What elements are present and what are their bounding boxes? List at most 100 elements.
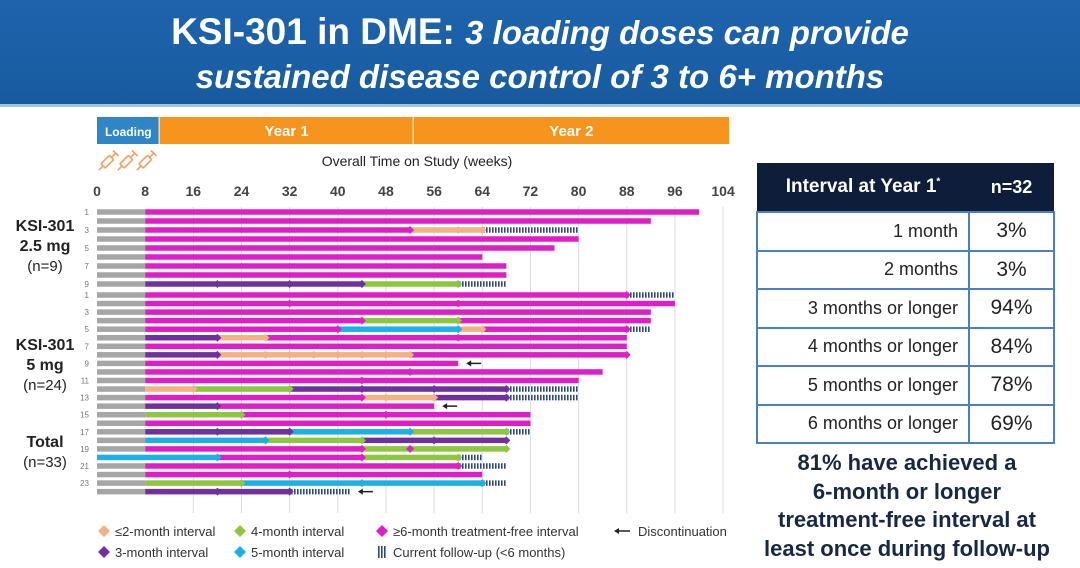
legend-label: Discontinuation: [638, 524, 727, 539]
segment-m4: [361, 454, 459, 461]
group-label: (n=9): [27, 258, 62, 275]
x-tick-label: 80: [571, 183, 587, 199]
dose-diamond-ge6: [454, 333, 463, 342]
syringe-handle: [150, 149, 158, 157]
segment-followup: [626, 292, 675, 298]
segment-loading: [97, 281, 146, 287]
x-tick-label: 32: [282, 183, 298, 199]
row-number: 7: [85, 342, 90, 351]
row-number: 17: [80, 428, 89, 437]
x-tick-label: 0: [93, 183, 101, 199]
segment-followup: [626, 326, 651, 332]
dose-diamond-m5: [213, 453, 222, 462]
syringe-needle: [117, 165, 123, 171]
legend-item: Discontinuation: [614, 524, 727, 539]
chart-row: [97, 410, 531, 419]
syringe-plunger: [148, 152, 155, 159]
row-number: 9: [85, 280, 90, 289]
syringe-needle: [136, 165, 142, 171]
interval-cell: 4 months or longer: [756, 326, 970, 367]
dose-diamond-le2: [261, 333, 270, 342]
group-label: KSI-301: [16, 337, 75, 354]
segment-ge6: [145, 420, 531, 426]
dose-diamond-ge6: [622, 350, 631, 359]
legend-label: 5-month interval: [251, 545, 344, 560]
table-row: 1 month 3%: [756, 211, 1055, 252]
dose-diamond-m3: [285, 280, 294, 288]
segment-ge6: [145, 254, 483, 260]
legend-label: ≥6-month treatment-free interval: [393, 524, 579, 539]
segment-m4: [145, 411, 242, 418]
dose-diamond-ge6: [406, 226, 415, 234]
syringe-plunger: [110, 152, 117, 159]
segment-le2: [410, 227, 483, 233]
chart-row: [97, 291, 675, 299]
segment-ge6: [145, 263, 507, 269]
chart-row: [97, 367, 603, 376]
segment-ge6: [145, 236, 579, 242]
chart-row: [97, 453, 483, 462]
segment-m3: [145, 335, 218, 341]
segment-loading: [97, 227, 146, 233]
dose-diamond-ge6: [357, 393, 366, 402]
segment-ge6: [145, 317, 362, 324]
dose-diamond-m4: [357, 436, 366, 445]
dose-diamond-le2: [381, 350, 390, 359]
segment-m4: [361, 281, 459, 287]
segment-loading: [97, 343, 146, 350]
dose-diamond-m5: [261, 436, 270, 445]
legend-item: 5-month interval: [234, 545, 344, 560]
legend-item: ≤2-month interval: [98, 524, 215, 539]
group-label: KSI-301: [16, 218, 75, 235]
group-label: 5 mg: [26, 357, 63, 374]
legend-item: Current follow-up (<6 months): [377, 545, 565, 560]
segment-loading: [97, 446, 146, 452]
x-tick-label: 48: [378, 183, 394, 199]
segment-m4: [361, 446, 507, 452]
segment-loading: [97, 254, 146, 260]
row-number: 3: [85, 226, 90, 235]
swimmer-chart: Loading Year 1 Year 2 Overall Time on Study…: [16, 117, 735, 560]
segment-ge6: [458, 317, 651, 324]
x-tick-label: 40: [330, 183, 346, 199]
dose-diamond-m3: [357, 385, 366, 394]
segment-m4: [145, 480, 242, 486]
chart-row: [97, 393, 579, 402]
segment-ge6: [145, 326, 338, 332]
syringe-needle: [98, 165, 104, 171]
dose-diamond-ge6: [454, 299, 463, 308]
dose-diamond-le2: [285, 350, 294, 359]
group-label: (n=33): [23, 454, 67, 471]
syringe-plunger: [129, 152, 136, 159]
percent-cell: 3%: [968, 249, 1055, 290]
dose-diamond-m3: [357, 280, 366, 288]
header-label: Interval at Year 1: [785, 176, 937, 197]
row-number: 1: [85, 291, 90, 300]
chart-row: [97, 236, 579, 242]
segment-followup: [506, 386, 579, 392]
x-tick-label: 8: [141, 183, 149, 199]
segment-loading: [97, 352, 146, 358]
dose-diamond-m5: [406, 427, 415, 436]
legend-diamond-m5: [234, 546, 246, 558]
dose-diamond-m4: [285, 385, 294, 394]
segment-ge6: [145, 343, 627, 350]
dose-diamond-m4: [454, 453, 463, 462]
table-row: 3 months or longer 94%: [756, 288, 1055, 329]
segment-le2: [217, 335, 266, 341]
segment-ge6: [145, 209, 699, 215]
segment-loading: [97, 471, 146, 478]
chart-row: [97, 299, 675, 308]
segment-ge6: [145, 369, 603, 375]
segment-m3: [434, 394, 507, 401]
segment-m4: [265, 437, 362, 444]
segment-loading: [97, 360, 146, 367]
segment-m4: [193, 386, 290, 392]
dose-diamond-le2: [430, 393, 439, 402]
chart-row: [97, 376, 579, 385]
row-number: 15: [80, 411, 89, 420]
legend-diamond-le2: [98, 525, 110, 537]
discontinuation-arrow-icon: [442, 403, 448, 410]
segment-loading: [97, 403, 146, 409]
row-number: 21: [80, 462, 89, 471]
